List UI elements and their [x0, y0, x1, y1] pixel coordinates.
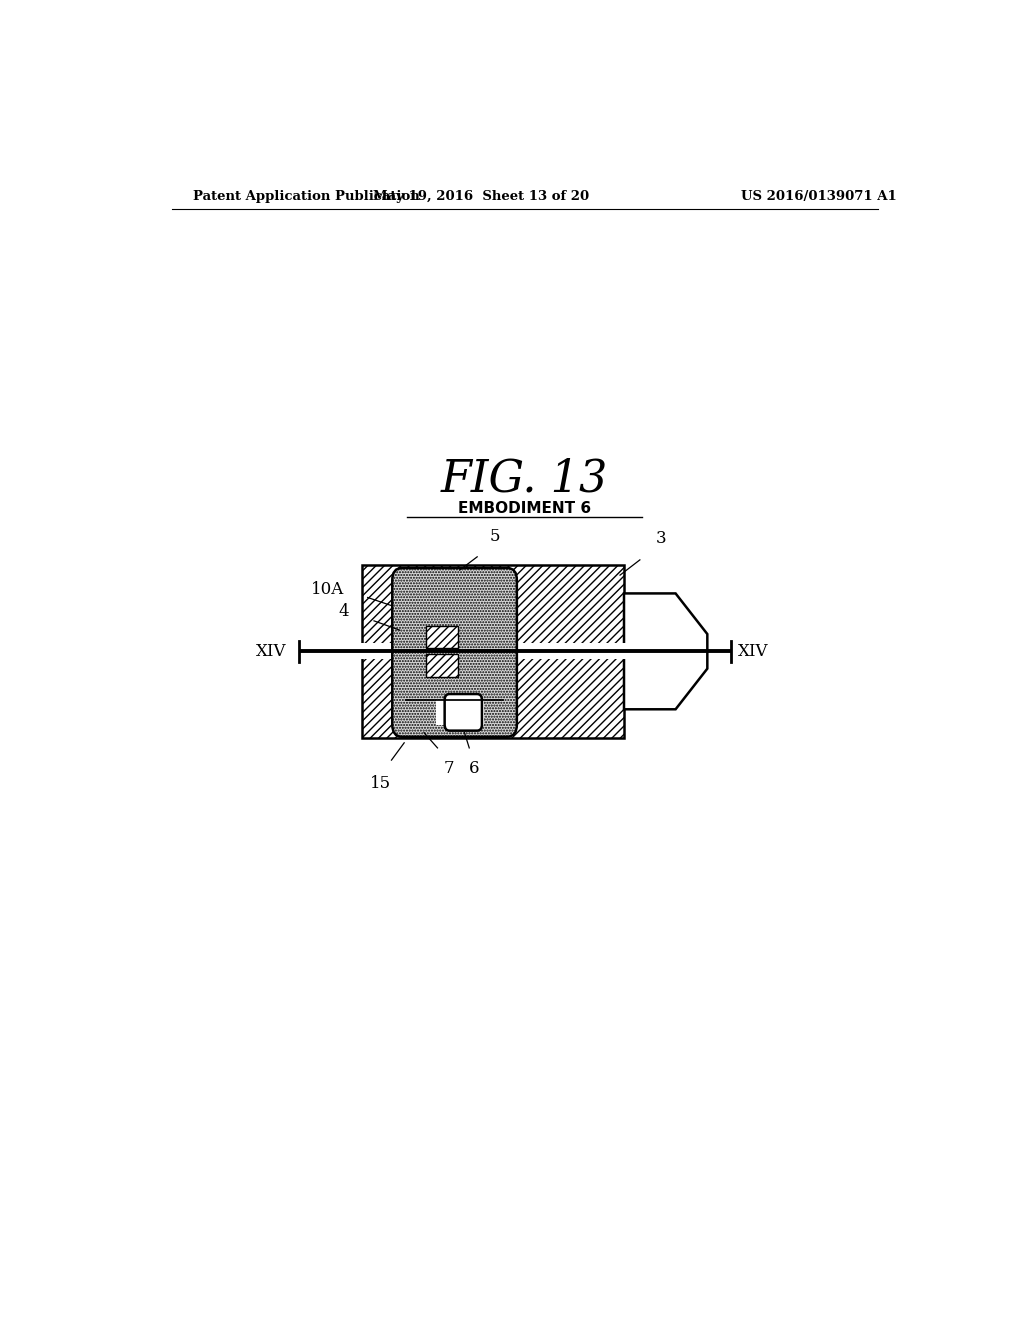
- Bar: [426, 655, 458, 677]
- Bar: [362, 565, 624, 738]
- Bar: [436, 700, 483, 725]
- Text: 5: 5: [489, 528, 500, 545]
- FancyBboxPatch shape: [444, 694, 482, 731]
- Text: 6: 6: [469, 760, 479, 777]
- Text: 15: 15: [370, 775, 391, 792]
- Text: 10A: 10A: [310, 581, 344, 598]
- Text: US 2016/0139071 A1: US 2016/0139071 A1: [740, 190, 896, 202]
- Bar: [362, 565, 624, 738]
- Bar: [354, 643, 632, 660]
- Text: XIV: XIV: [256, 643, 287, 660]
- Text: May 19, 2016  Sheet 13 of 20: May 19, 2016 Sheet 13 of 20: [373, 190, 589, 202]
- Text: FIG. 13: FIG. 13: [441, 457, 608, 500]
- Text: 3: 3: [656, 529, 667, 546]
- Text: Patent Application Publication: Patent Application Publication: [194, 190, 420, 202]
- Text: XIV: XIV: [737, 643, 768, 660]
- Text: 4: 4: [338, 603, 348, 620]
- Text: EMBODIMENT 6: EMBODIMENT 6: [458, 500, 592, 516]
- Polygon shape: [624, 594, 708, 709]
- FancyBboxPatch shape: [392, 568, 517, 737]
- Text: 7: 7: [444, 760, 455, 777]
- Bar: [426, 626, 458, 648]
